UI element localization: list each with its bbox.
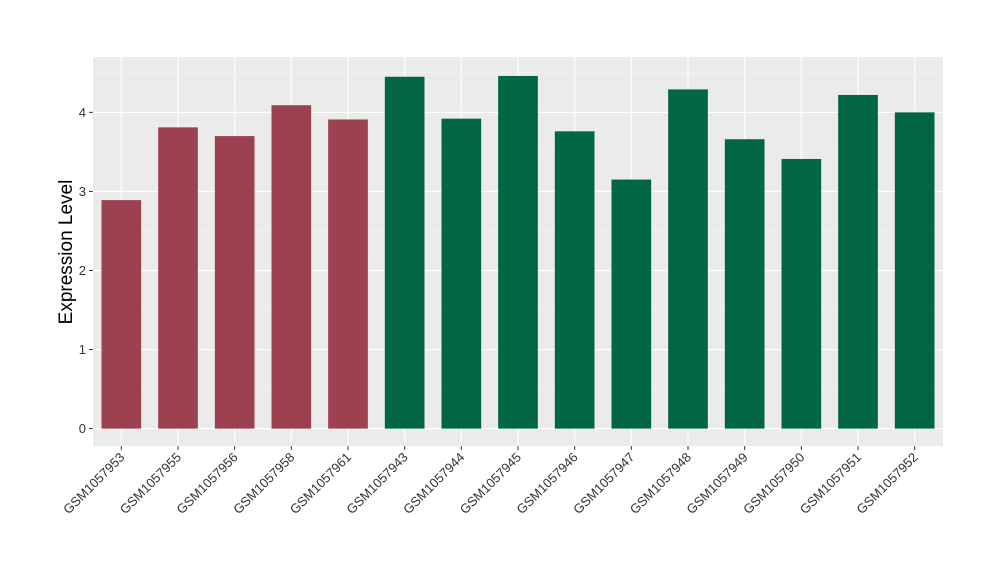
bar [554,131,595,429]
bar [271,105,312,429]
bars [101,75,935,429]
bar [838,94,878,429]
bar [724,139,765,429]
bar [328,119,368,429]
y-tick-label: 0 [79,421,86,436]
bar [611,179,652,429]
bar [101,200,142,429]
y-tick-label: 4 [79,105,86,120]
bar [214,136,255,429]
y-axis-title: Expression Level [56,180,77,325]
bar [668,89,708,429]
y-tick-label: 1 [79,342,86,357]
y-tick-label: 2 [79,263,86,278]
bar [158,127,198,429]
y-axis: 0 1 2 3 4 [79,105,93,436]
bar [384,76,425,429]
y-tick-label: 3 [79,184,86,199]
bar [498,75,538,429]
x-axis: GSM1057953GSM1057955GSM1057956GSM1057958… [60,446,921,517]
bar [781,158,822,429]
bar [441,118,482,429]
bar [894,112,935,429]
